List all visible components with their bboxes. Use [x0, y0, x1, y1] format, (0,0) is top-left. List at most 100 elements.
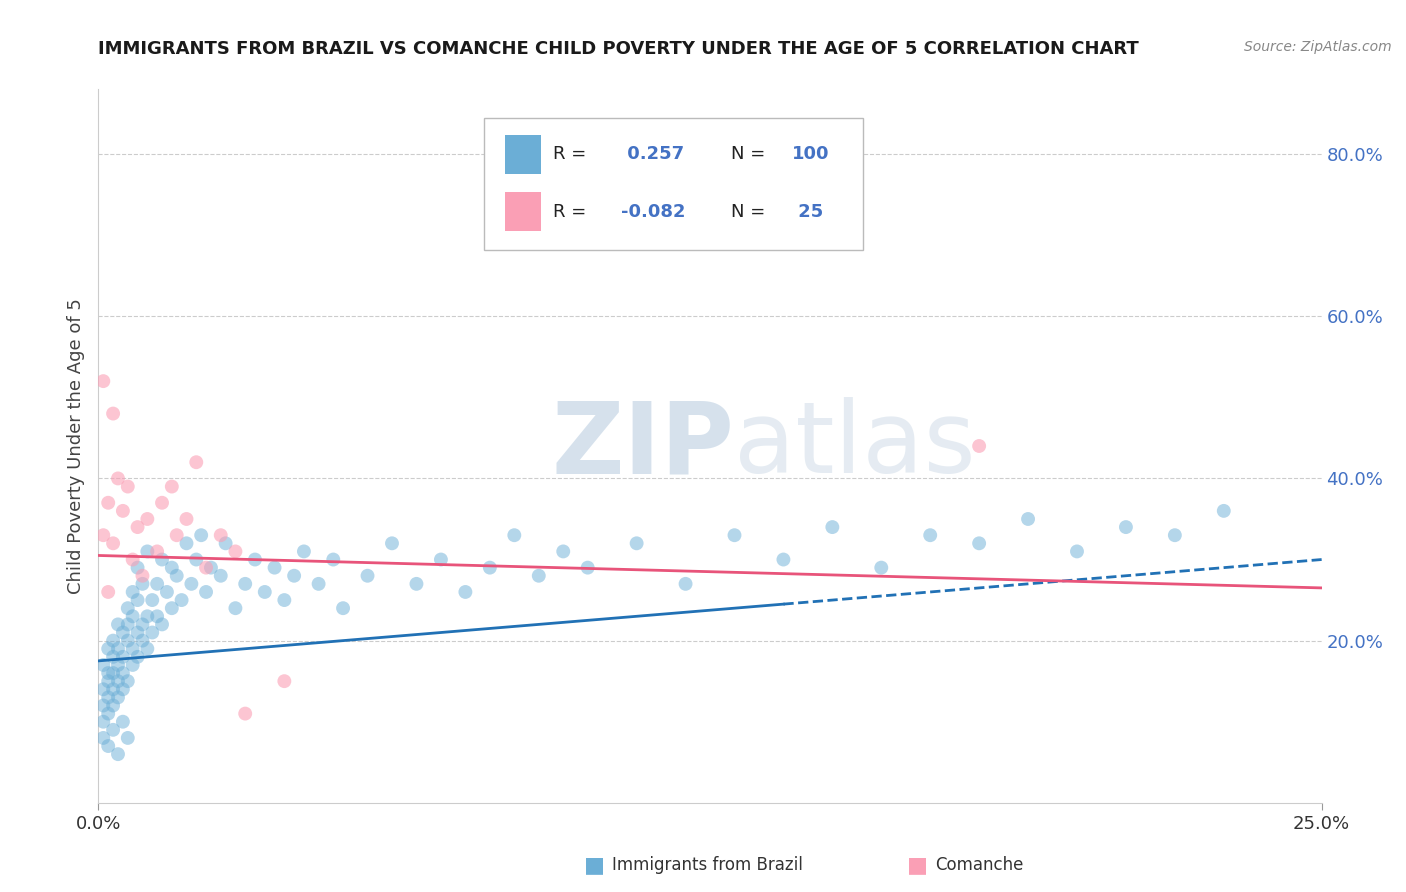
Text: R =: R =: [554, 145, 586, 163]
Text: N =: N =: [731, 202, 765, 220]
Point: [967, 439, 990, 453]
Point: [127, 649, 149, 664]
Point: [117, 479, 139, 493]
Point: [160, 601, 183, 615]
Point: [101, 536, 124, 550]
Point: [224, 601, 246, 615]
Point: [91, 698, 114, 713]
Text: ZIP: ZIP: [551, 398, 734, 494]
Point: [136, 641, 159, 656]
Point: [186, 455, 208, 469]
Text: Source: ZipAtlas.com: Source: ZipAtlas.com: [1244, 40, 1392, 54]
Point: [176, 536, 198, 550]
Text: ■: ■: [907, 855, 928, 875]
Point: [723, 528, 745, 542]
Point: [454, 585, 477, 599]
Point: [527, 568, 550, 582]
Point: [576, 560, 599, 574]
Point: [195, 585, 218, 599]
Text: -0.082: -0.082: [620, 202, 685, 220]
Point: [97, 496, 120, 510]
Point: [180, 577, 202, 591]
Point: [101, 682, 124, 697]
Point: [146, 544, 169, 558]
Text: R =: R =: [554, 202, 586, 220]
Point: [107, 674, 129, 689]
Text: Comanche: Comanche: [935, 856, 1024, 874]
Point: [150, 617, 173, 632]
Point: [1164, 528, 1187, 542]
Point: [553, 544, 575, 558]
Text: N =: N =: [731, 145, 765, 163]
Point: [146, 577, 169, 591]
Point: [136, 512, 159, 526]
Point: [214, 536, 236, 550]
Point: [176, 512, 198, 526]
Point: [121, 609, 143, 624]
Point: [111, 649, 134, 664]
Point: [111, 682, 134, 697]
Point: [195, 560, 218, 574]
Point: [166, 568, 188, 582]
Point: [405, 577, 427, 591]
Point: [131, 633, 153, 648]
Text: IMMIGRANTS FROM BRAZIL VS COMANCHE CHILD POVERTY UNDER THE AGE OF 5 CORRELATION : IMMIGRANTS FROM BRAZIL VS COMANCHE CHILD…: [98, 40, 1139, 58]
Point: [332, 601, 354, 615]
Point: [101, 666, 124, 681]
Point: [381, 536, 404, 550]
Point: [131, 617, 153, 632]
Point: [117, 633, 139, 648]
Point: [107, 617, 129, 632]
Point: [1017, 512, 1039, 526]
Point: [127, 560, 149, 574]
Point: [308, 577, 330, 591]
Point: [97, 666, 120, 681]
Point: [1066, 544, 1088, 558]
Point: [1115, 520, 1137, 534]
Point: [253, 585, 276, 599]
Point: [209, 568, 232, 582]
Y-axis label: Child Poverty Under the Age of 5: Child Poverty Under the Age of 5: [66, 298, 84, 594]
Point: [121, 657, 143, 672]
Point: [97, 674, 120, 689]
Point: [141, 593, 163, 607]
Point: [91, 731, 114, 745]
Point: [91, 714, 114, 729]
Point: [127, 520, 149, 534]
Point: [150, 552, 173, 566]
Point: [91, 374, 114, 388]
Point: [821, 520, 844, 534]
Point: [111, 666, 134, 681]
Point: [107, 641, 129, 656]
Point: [920, 528, 942, 542]
Point: [233, 706, 256, 721]
Point: [166, 528, 188, 542]
Point: [117, 731, 139, 745]
Point: [136, 544, 159, 558]
Point: [107, 471, 129, 485]
Point: [121, 585, 143, 599]
Point: [772, 552, 794, 566]
Point: [870, 560, 893, 574]
Point: [283, 568, 305, 582]
Text: 0.257: 0.257: [620, 145, 683, 163]
Point: [121, 552, 143, 566]
Point: [160, 479, 183, 493]
Point: [224, 544, 246, 558]
FancyBboxPatch shape: [505, 192, 541, 231]
FancyBboxPatch shape: [484, 118, 863, 250]
Point: [675, 577, 697, 591]
Point: [97, 690, 120, 705]
Point: [200, 560, 222, 574]
Point: [292, 544, 315, 558]
Point: [101, 407, 124, 421]
Point: [117, 617, 139, 632]
Point: [107, 657, 129, 672]
Point: [273, 593, 295, 607]
Point: [121, 641, 143, 656]
Point: [91, 657, 114, 672]
Point: [136, 609, 159, 624]
Point: [111, 504, 134, 518]
Point: [263, 560, 285, 574]
Point: [478, 560, 501, 574]
